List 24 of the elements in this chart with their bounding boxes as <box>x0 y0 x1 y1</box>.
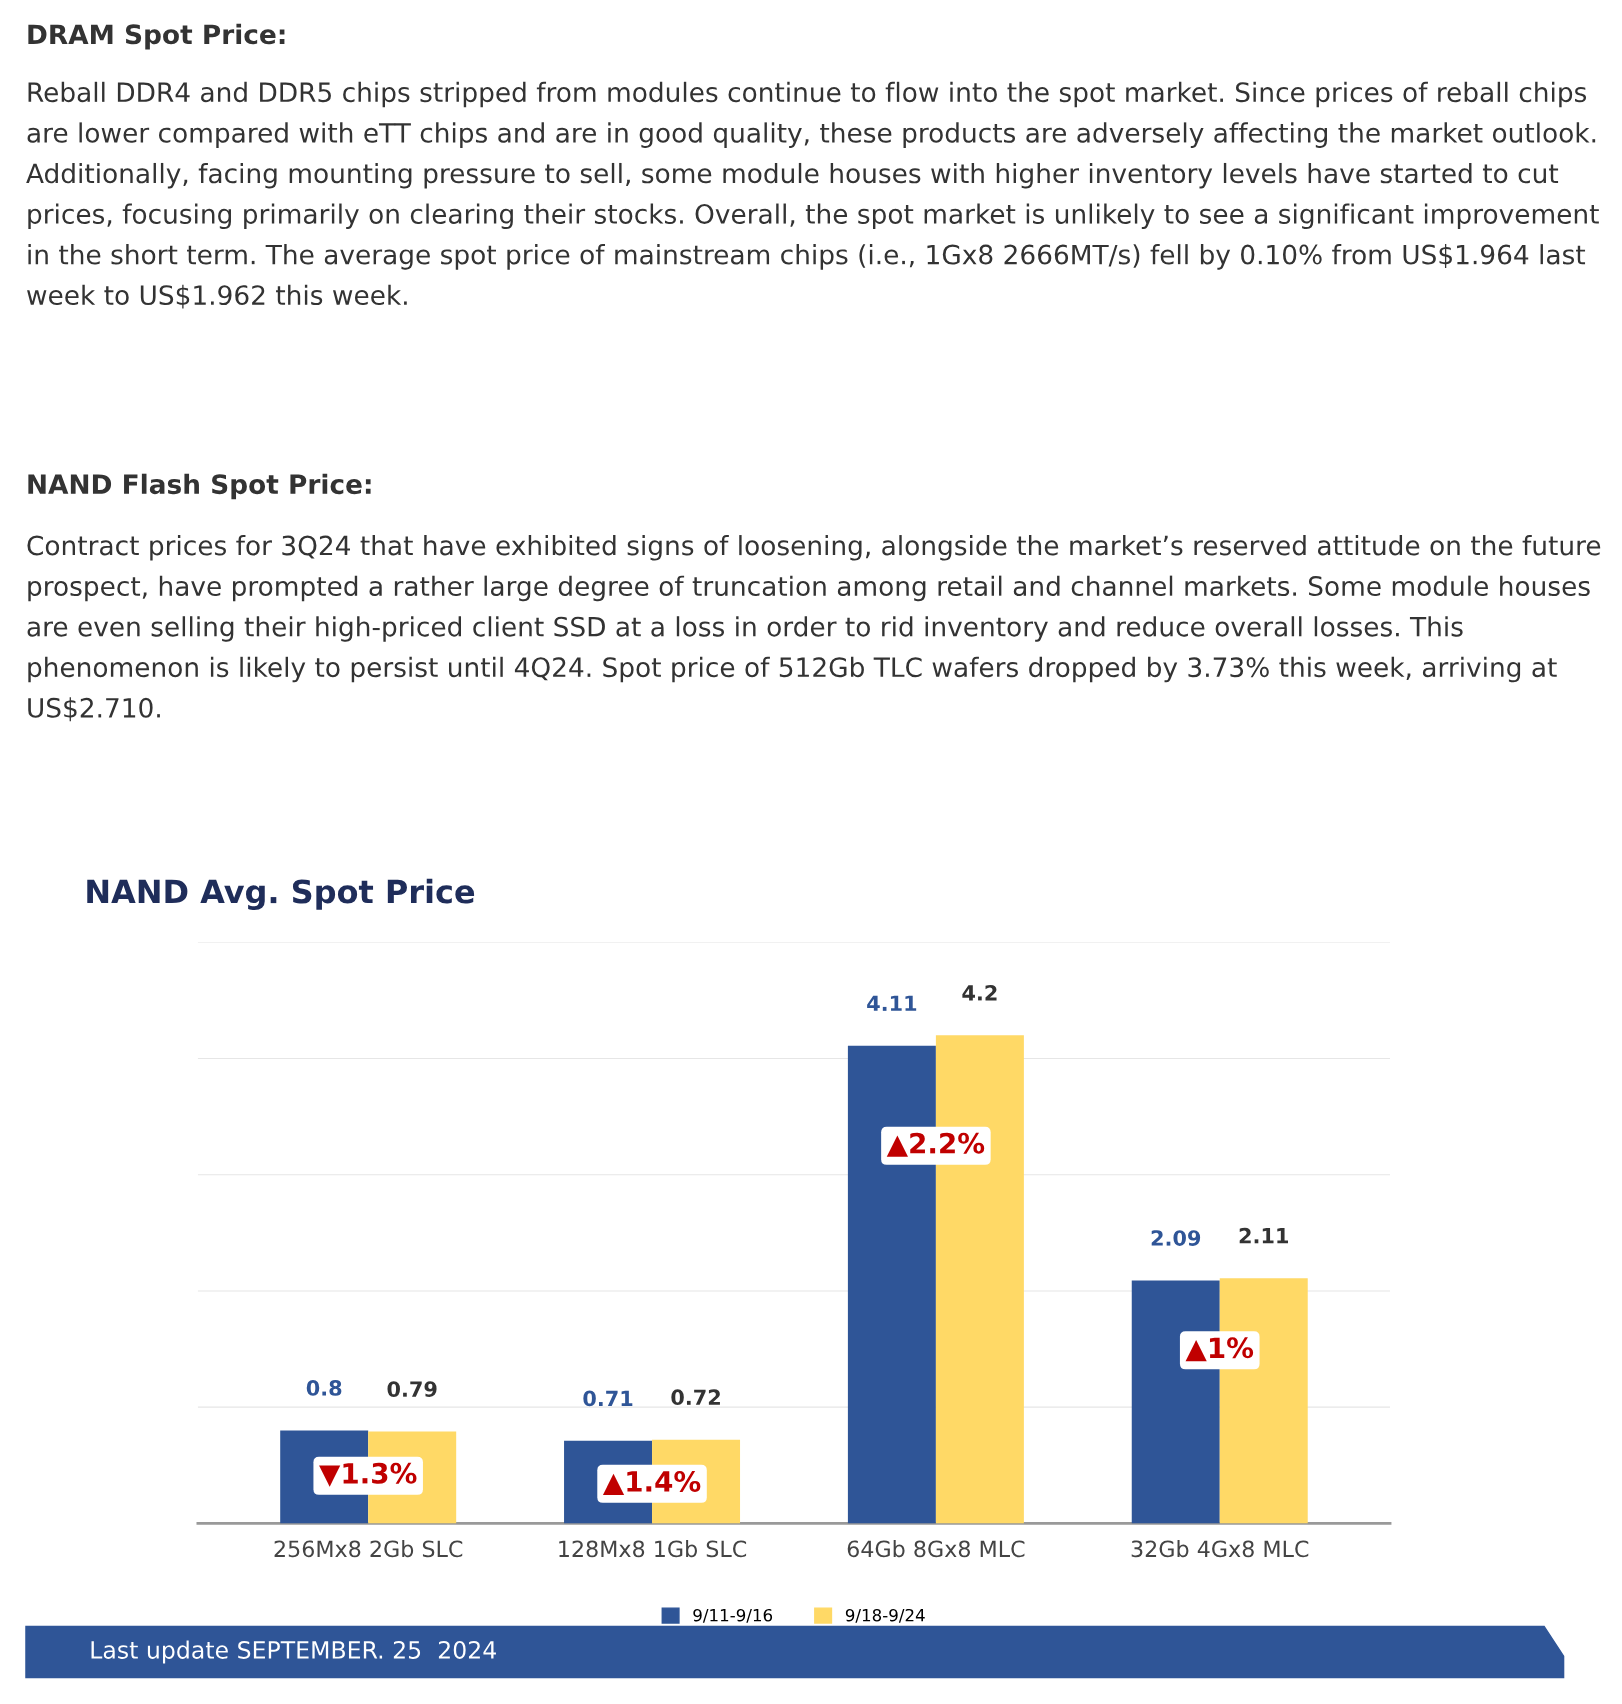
legend-label: 9/18-9/24 <box>845 1608 925 1623</box>
data-label: 4.2 <box>962 984 997 1001</box>
text: Last update SEPTEMBER. 25 2024 <box>91 1640 496 1664</box>
data-label: 0.79 <box>387 1381 437 1397</box>
text: NAND Flash Spot Price: <box>28 473 371 500</box>
text: Contract prices for 3Q24 that have exhibited signs of loosening, alongside the market’s reserved attitude on the future prospect, have prompted a rather large degree of truncation among retail and channel markets. Some module houses are even selling their high-priced client SSD at a loss in order to rid inventory and reduce overall losses. This phenomenon is likely to persist until 4Q24. Spot price of 512Gb TLC wafers dropped by 3.73% this week, arriving at US$2.710. <box>27 535 1601 722</box>
x-tick-label: 32Gb 4Gx8 MLC <box>1131 1540 1309 1558</box>
chart-title: NAND Avg. Spot Price <box>87 878 475 911</box>
annotation: ▼1.3% <box>319 1462 417 1487</box>
x-tick-label: 64Gb 8Gx8 MLC <box>847 1540 1025 1558</box>
annotation: ▲1% <box>1185 1337 1254 1362</box>
x-tick-label: 128Mx8 1Gb SLC <box>559 1540 747 1558</box>
data-label: 0.71 <box>583 1390 633 1407</box>
annotation: ▲1.4% <box>602 1470 701 1495</box>
text: Reball DDR4 and DDR5 chips stripped from modules continue to flow into the spot market. Since prices of reball chips are lower compared with eTT chips and are in good quality, these products are adversely affecting the market outlook. Additionally, facing mounting pressure to sell, some module houses with higher inventory levels have started to cut prices, focusing primarily on clearing their stocks. Overall, the spot market is unlikely to see a significant improvement in the short term. The average spot price of mainstream chips (i.e., 1Gx8 2666MT/s) fell by 0.10% from US$1.964 last week to US$1.962 this week. <box>26 81 1599 309</box>
data-label: 0.8 <box>306 1380 342 1396</box>
data-label: 0.72 <box>671 1389 720 1406</box>
data-label: 2.11 <box>1239 1227 1289 1244</box>
text: DRAM Spot Price: <box>28 23 285 50</box>
data-label: 4.11 <box>867 995 917 1011</box>
legend-label: 9/11-9/16 <box>693 1608 773 1623</box>
x-tick-label: 256Mx8 2Gb SLC <box>274 1540 463 1558</box>
data-label: 2.09 <box>1151 1230 1201 1246</box>
annotation: ▲2.2% <box>886 1132 985 1157</box>
